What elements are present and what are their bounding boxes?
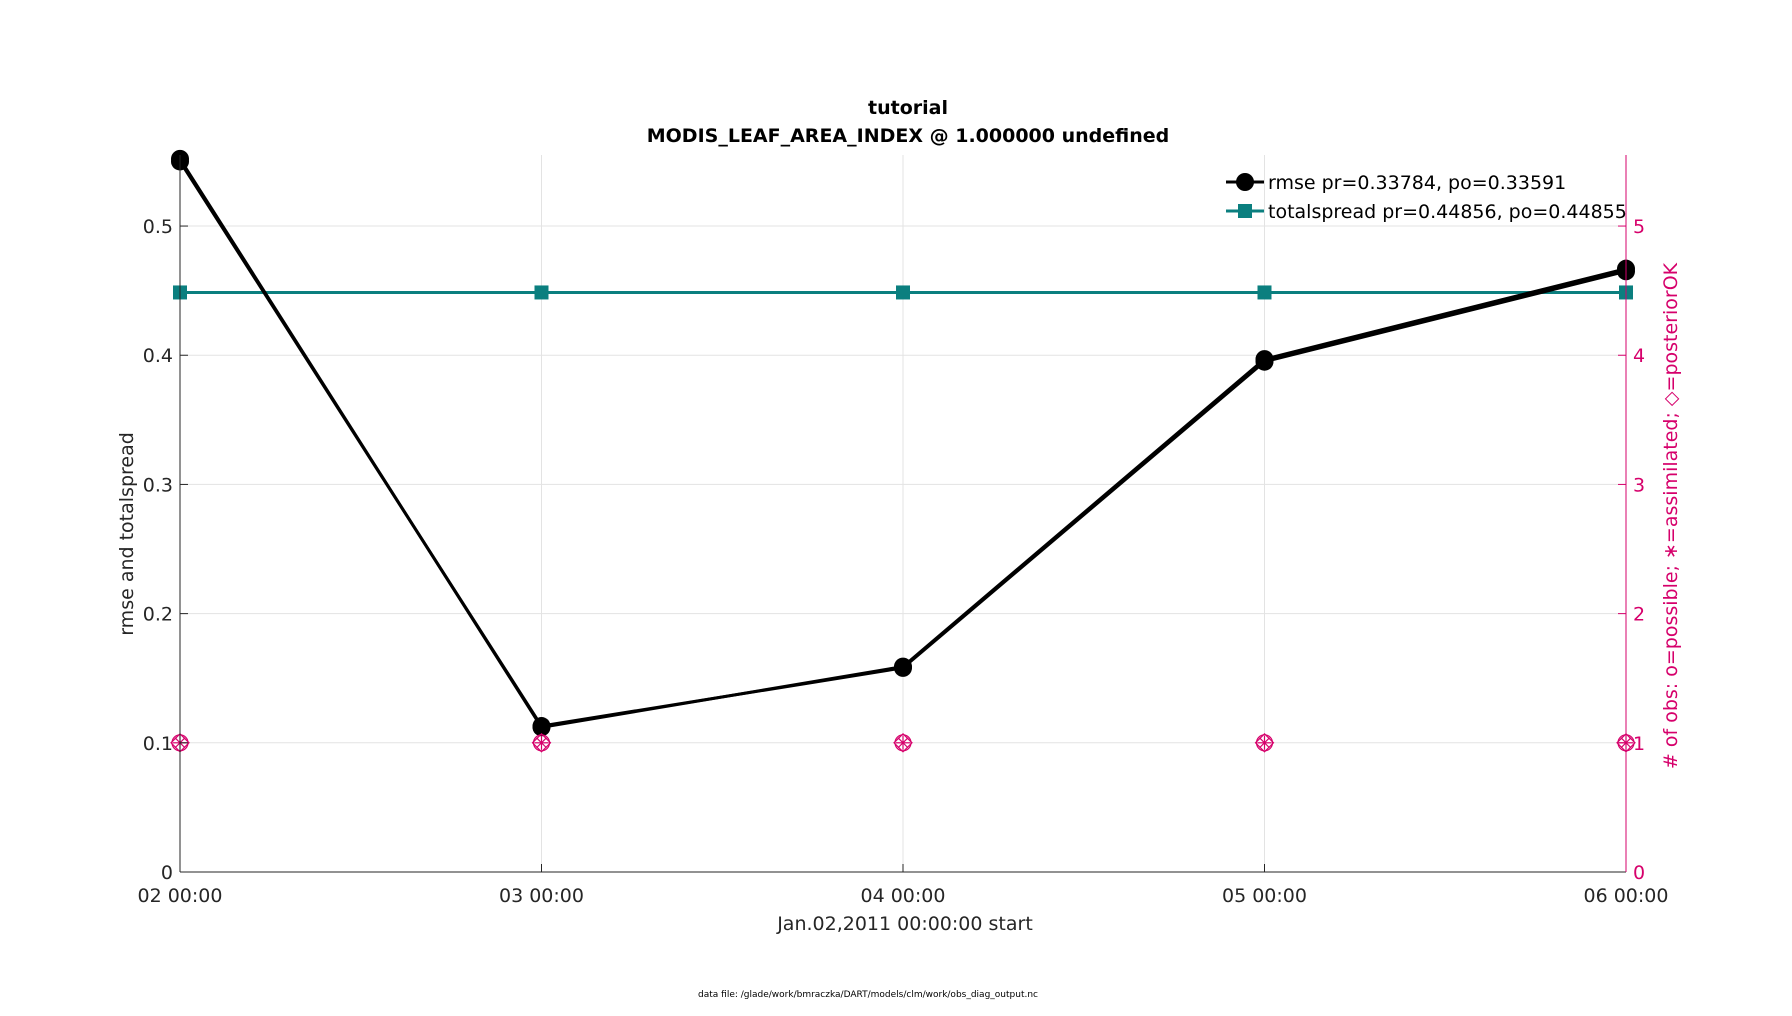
series-layer xyxy=(171,149,1635,737)
y-tick-label: 0.1 xyxy=(143,733,173,755)
y-tick-label: 0.5 xyxy=(143,216,173,238)
rmse-posterior-point xyxy=(532,717,551,736)
obs-possible-marker xyxy=(894,734,912,752)
x-axis-label: Jan.02,2011 00:00:00 start xyxy=(776,913,1033,935)
legend-marker-rmse xyxy=(1236,173,1254,191)
y2-tick-label: 1 xyxy=(1633,733,1645,755)
y-tick-label: 0.3 xyxy=(143,474,173,496)
y2-tick-label: 3 xyxy=(1633,474,1645,496)
x-tick-label: 05 00:00 xyxy=(1222,885,1307,907)
y2-tick-label: 5 xyxy=(1633,216,1645,238)
axes xyxy=(179,155,1627,873)
obs-assimilated-marker xyxy=(536,737,547,749)
legend-marker-totalspread xyxy=(1238,204,1252,218)
y2-axis-label: # of obs: o=possible; ∗=assimilated; ◇=p… xyxy=(1660,262,1682,769)
obs-assimilated-marker xyxy=(1259,737,1270,749)
y-axis-label: rmse and totalspread xyxy=(116,432,138,636)
totalspread-point xyxy=(1257,285,1272,300)
x-tick-label: 03 00:00 xyxy=(499,885,584,907)
legend-label-totalspread: totalspread pr=0.44856, po=0.44855 xyxy=(1268,201,1627,223)
legend-label-rmse: rmse pr=0.33784, po=0.33591 xyxy=(1268,172,1566,194)
y2-tick-label: 0 xyxy=(1633,862,1645,884)
tick-labels: 02 00:00 03 00:00 04 00:00 05 00:00 06 00:00… xyxy=(138,216,1669,907)
obs-posteriorok-marker xyxy=(1254,732,1275,753)
x-tick-label: 06 00:00 xyxy=(1584,885,1669,907)
totalspread-point xyxy=(896,285,910,300)
rmse-posterior-point xyxy=(1255,352,1274,371)
legend: rmse pr=0.33784, po=0.33591 totalspread … xyxy=(1226,172,1627,223)
obs-posteriorok-marker xyxy=(531,732,552,753)
chart-subtitle: MODIS_LEAF_AREA_INDEX @ 1.000000 undefin… xyxy=(647,125,1169,147)
obs-assimilated-marker xyxy=(897,737,909,749)
y2-tick-label: 2 xyxy=(1633,604,1645,626)
x-tick-label: 04 00:00 xyxy=(861,885,946,907)
y-tick-label: 0.2 xyxy=(143,604,173,626)
y-tick-label: 0 xyxy=(161,862,173,884)
totalspread-point xyxy=(534,285,549,300)
grid xyxy=(179,155,1627,873)
obs-possible-marker xyxy=(532,734,551,752)
y2-tick-label: 4 xyxy=(1633,345,1645,367)
chart-title: tutorial xyxy=(868,97,948,119)
rmse-posterior-point xyxy=(894,658,912,677)
x-tick-label: 02 00:00 xyxy=(138,885,223,907)
obs-possible-marker xyxy=(1255,734,1274,752)
y-tick-label: 0.4 xyxy=(143,345,173,367)
obs-posteriorok-marker xyxy=(893,732,913,753)
data-file-footer: data file: /glade/work/bmraczka/DART/mod… xyxy=(698,990,1038,1000)
